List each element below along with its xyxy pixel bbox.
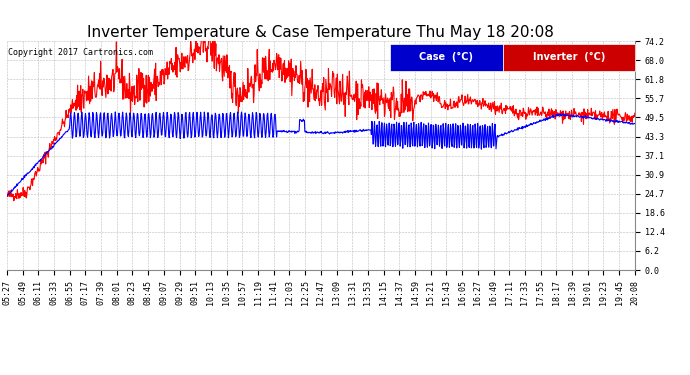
- Title: Inverter Temperature & Case Temperature Thu May 18 20:08: Inverter Temperature & Case Temperature …: [88, 25, 554, 40]
- Text: Copyright 2017 Cartronics.com: Copyright 2017 Cartronics.com: [8, 48, 153, 57]
- Text: Case  (°C): Case (°C): [420, 52, 473, 62]
- Text: Inverter  (°C): Inverter (°C): [533, 52, 605, 62]
- FancyBboxPatch shape: [390, 44, 503, 71]
- FancyBboxPatch shape: [503, 44, 635, 71]
